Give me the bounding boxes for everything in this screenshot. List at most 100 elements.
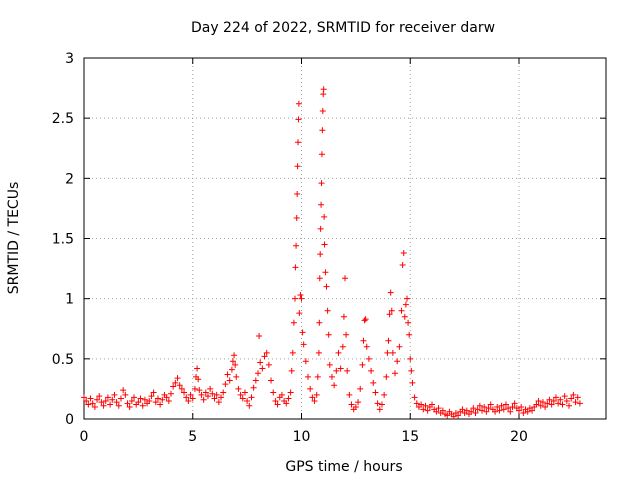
- data-point: [420, 406, 427, 413]
- data-point: [418, 401, 425, 408]
- data-point: [548, 401, 555, 408]
- y-tick-label: 2.5: [52, 111, 74, 127]
- data-point: [361, 317, 368, 324]
- data-point: [297, 292, 304, 299]
- x-tick-label: 0: [80, 429, 89, 445]
- data-point: [250, 384, 257, 391]
- data-point: [265, 361, 272, 368]
- data-point: [546, 396, 553, 403]
- data-point: [235, 385, 242, 392]
- data-point: [233, 373, 240, 380]
- data-point: [323, 283, 330, 290]
- data-point: [363, 343, 370, 350]
- data-point: [552, 394, 559, 401]
- data-point: [126, 403, 133, 410]
- data-points: [81, 86, 583, 420]
- data-point: [290, 319, 297, 326]
- data-point: [472, 409, 479, 416]
- data-point: [331, 382, 338, 389]
- data-point: [476, 402, 483, 409]
- data-point: [355, 399, 362, 406]
- data-point: [232, 361, 239, 368]
- data-point: [287, 389, 294, 396]
- data-point: [324, 307, 331, 314]
- data-point: [195, 376, 202, 383]
- data-point: [104, 394, 111, 401]
- data-point: [316, 319, 323, 326]
- data-point: [378, 401, 385, 408]
- data-point: [408, 367, 415, 374]
- data-point: [485, 405, 492, 412]
- data-point: [246, 402, 253, 409]
- data-point: [326, 361, 333, 368]
- data-point: [335, 349, 342, 356]
- data-point: [278, 391, 285, 398]
- data-point: [307, 385, 314, 392]
- x-tick-label: 15: [401, 429, 419, 445]
- data-point: [274, 401, 281, 408]
- data-point: [237, 391, 244, 398]
- data-point: [259, 365, 266, 372]
- data-point: [362, 316, 369, 323]
- data-point: [498, 402, 505, 409]
- data-point: [187, 391, 194, 398]
- data-point: [168, 390, 174, 397]
- data-point: [229, 358, 236, 365]
- data-point: [360, 337, 367, 344]
- data-point: [352, 403, 359, 410]
- data-point: [257, 359, 264, 366]
- data-point: [386, 311, 393, 318]
- data-point: [318, 201, 325, 208]
- data-point: [150, 389, 157, 396]
- data-point: [218, 394, 225, 401]
- data-point: [407, 355, 414, 362]
- data-point: [344, 367, 351, 374]
- data-point: [502, 401, 509, 408]
- grid-lines: [84, 58, 606, 419]
- y-tick-label: 0.5: [52, 352, 74, 368]
- data-point: [318, 151, 325, 158]
- data-point: [399, 261, 406, 268]
- data-point: [137, 395, 144, 402]
- data-point: [328, 373, 335, 380]
- data-point: [322, 269, 329, 276]
- data-point: [202, 389, 209, 396]
- data-point: [444, 412, 451, 419]
- data-point: [409, 379, 416, 386]
- data-point: [455, 412, 462, 419]
- data-point: [263, 349, 270, 356]
- data-point: [570, 391, 577, 398]
- data-point: [311, 397, 318, 404]
- data-point: [470, 405, 477, 412]
- data-point: [293, 242, 300, 249]
- data-point: [272, 397, 279, 404]
- y-tick-label: 1: [65, 292, 74, 308]
- data-point: [154, 395, 161, 402]
- data-point: [102, 397, 109, 404]
- data-point: [388, 307, 395, 314]
- chart-title: Day 224 of 2022, SRMTID for receiver dar…: [191, 20, 495, 36]
- data-point: [343, 331, 350, 338]
- data-point: [509, 403, 516, 410]
- data-point: [189, 395, 196, 402]
- data-point: [96, 393, 103, 400]
- data-point: [146, 397, 153, 404]
- data-point: [183, 394, 190, 401]
- data-point: [239, 395, 246, 402]
- y-tick-label: 2: [65, 171, 74, 187]
- data-point: [574, 394, 581, 401]
- data-point: [402, 301, 409, 308]
- data-point: [89, 400, 96, 407]
- data-point: [220, 389, 227, 396]
- data-point: [401, 313, 408, 320]
- data-point: [424, 407, 431, 414]
- data-point: [122, 391, 129, 398]
- data-point: [191, 385, 198, 392]
- axis-ticks: 0 5 10 15 20 0 0.5 1 1.5 2 2.5 3: [52, 51, 606, 445]
- data-point: [289, 349, 296, 356]
- data-point: [295, 116, 302, 123]
- data-point: [459, 406, 466, 413]
- data-point: [295, 139, 302, 146]
- data-point: [568, 395, 575, 402]
- data-point: [300, 341, 307, 348]
